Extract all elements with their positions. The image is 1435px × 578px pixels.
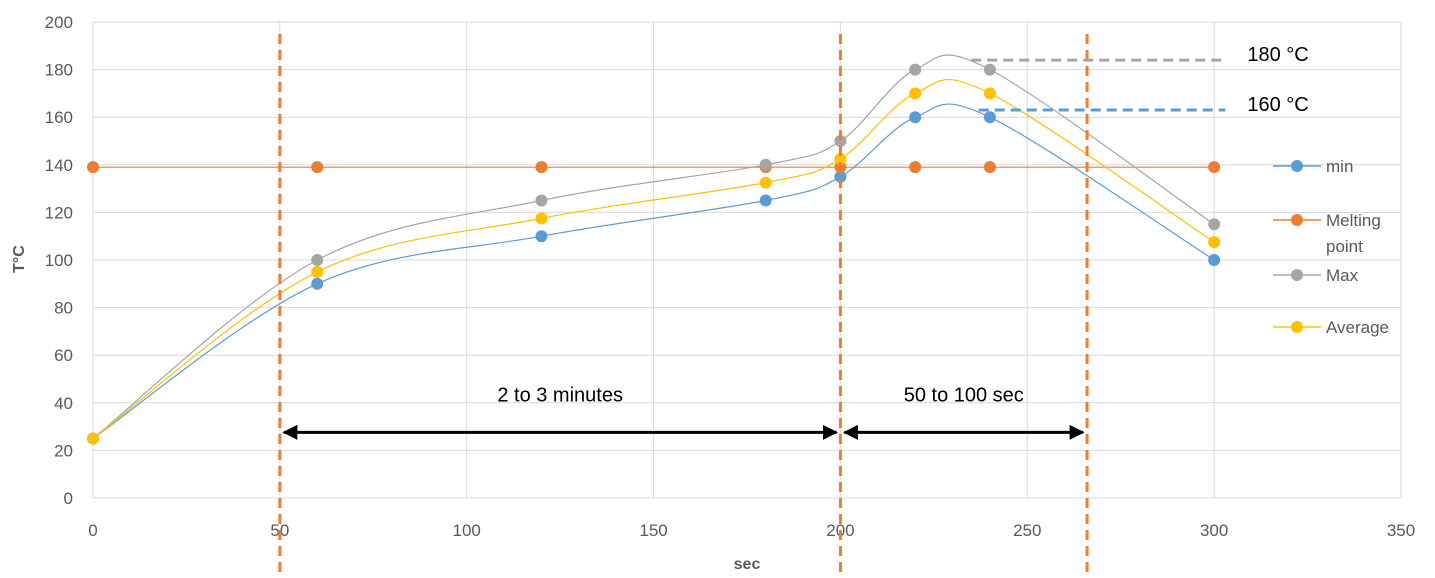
y-tick-label: 100: [45, 251, 73, 270]
data-point: [535, 194, 548, 207]
legend-label: min: [1326, 157, 1353, 176]
data-point: [1208, 236, 1221, 249]
legend-marker: [1291, 269, 1303, 281]
y-tick-label: 40: [54, 394, 73, 413]
gridlines: [92, 21, 1402, 499]
threshold-label: 160 °C: [1247, 94, 1308, 116]
axes: 0204060801001201401601802000501001502002…: [45, 13, 1416, 540]
y-tick-label: 120: [45, 203, 73, 222]
legend-label-line: point: [1326, 237, 1363, 256]
legend-label: Melting point: [1326, 211, 1381, 256]
data-point: [1208, 218, 1221, 231]
y-axis-title: T°C: [11, 245, 28, 273]
x-tick-label: 150: [639, 521, 667, 540]
x-axis-title: sec: [734, 556, 761, 573]
data-point: [909, 87, 922, 100]
data-point: [311, 265, 324, 278]
data-point: [1208, 161, 1221, 174]
data-point: [535, 161, 548, 174]
legend-label: Max: [1326, 266, 1359, 285]
data-point: [759, 194, 772, 207]
x-tick-label: 350: [1387, 521, 1415, 540]
data-point: [1208, 254, 1221, 266]
data-point: [909, 63, 922, 76]
y-tick-label: 60: [54, 346, 73, 365]
x-tick-label: 100: [453, 521, 481, 540]
legend-label-line: Melting: [1326, 211, 1381, 230]
plot-area: [87, 54, 1221, 445]
data-point: [311, 161, 324, 174]
y-tick-label: 140: [45, 156, 73, 175]
x-tick-label: 250: [1013, 521, 1041, 540]
data-point: [983, 63, 996, 76]
legend-marker: [1291, 321, 1303, 333]
data-point: [535, 230, 548, 243]
legend: min Melting point Max Average: [1273, 157, 1389, 337]
data-point: [834, 135, 847, 147]
range-label: 2 to 3 minutes: [497, 384, 623, 406]
range-label: 50 to 100 sec: [904, 384, 1024, 406]
data-point: [983, 161, 996, 174]
data-point: [909, 161, 922, 174]
data-point: [87, 161, 99, 174]
data-point: [909, 111, 922, 124]
y-tick-label: 0: [64, 489, 73, 508]
data-point: [311, 277, 324, 290]
y-tick-label: 180: [45, 61, 73, 80]
data-point: [983, 111, 996, 124]
x-tick-label: 300: [1200, 521, 1228, 540]
data-point: [535, 212, 548, 225]
data-point: [759, 176, 772, 189]
y-tick-label: 160: [45, 108, 73, 127]
y-tick-label: 80: [54, 299, 73, 318]
annotations: 2 to 3 minutes 50 to 100 sec 180 °C 160 °C: [278, 34, 1309, 578]
data-point: [983, 87, 996, 100]
y-tick-label: 200: [45, 13, 73, 32]
x-tick-label: 0: [88, 521, 97, 540]
data-point: [311, 254, 324, 266]
y-tick-label: 20: [54, 441, 73, 460]
legend-label: Average: [1326, 318, 1389, 337]
legend-marker: [1291, 214, 1303, 226]
data-point: [759, 158, 772, 171]
data-point: [834, 152, 847, 165]
threshold-label: 180 °C: [1247, 44, 1308, 66]
data-point: [87, 432, 99, 445]
legend-marker: [1291, 160, 1303, 172]
data-point: [834, 170, 847, 183]
